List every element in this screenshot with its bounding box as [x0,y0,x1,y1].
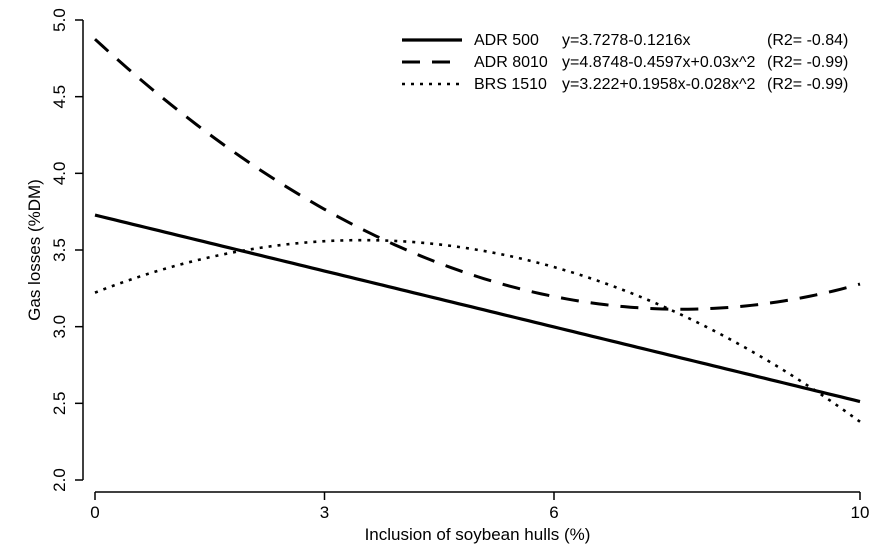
x-tick-label: 3 [320,503,329,522]
legend-eq-adr8010: y=4.8748-0.4597x+0.03x^2 [562,54,756,71]
y-tick-label: 3.5 [50,238,69,262]
y-tick-label: 2.5 [50,392,69,416]
y-tick-label: 3.0 [50,315,69,339]
legend-name-brs1510: BRS 1510 [474,76,547,93]
x-tick-label: 0 [90,503,99,522]
x-tick-label: 10 [851,503,870,522]
series-adr500 [95,215,860,401]
legend-name-adr8010: ADR 8010 [474,54,548,71]
series-brs1510 [95,240,860,422]
x-tick-label: 6 [549,503,558,522]
legend-r2-brs1510: (R2= -0.99) [767,76,848,93]
legend-r2-adr8010: (R2= -0.99) [767,54,848,71]
legend-name-adr500: ADR 500 [474,32,539,49]
y-tick-label: 4.0 [50,162,69,186]
y-tick-label: 2.0 [50,468,69,492]
chart-container: 0 3 6 10 Inclusion of soybean hulls (%) 2.0 2.… [0,0,877,554]
legend-eq-adr500: y=3.7278-0.1216x [562,32,691,49]
y-tick-label: 5.0 [50,8,69,32]
y-tick-label: 4.5 [50,85,69,109]
legend-eq-brs1510: y=3.222+0.1958x-0.028x^2 [562,76,756,93]
y-axis-label: Gas losses (%DM) [25,179,44,321]
gas-losses-chart: 0 3 6 10 Inclusion of soybean hulls (%) 2.0 2.… [0,0,877,554]
legend-r2-adr500: (R2= -0.84) [767,32,848,49]
x-axis-label: Inclusion of soybean hulls (%) [365,525,591,544]
